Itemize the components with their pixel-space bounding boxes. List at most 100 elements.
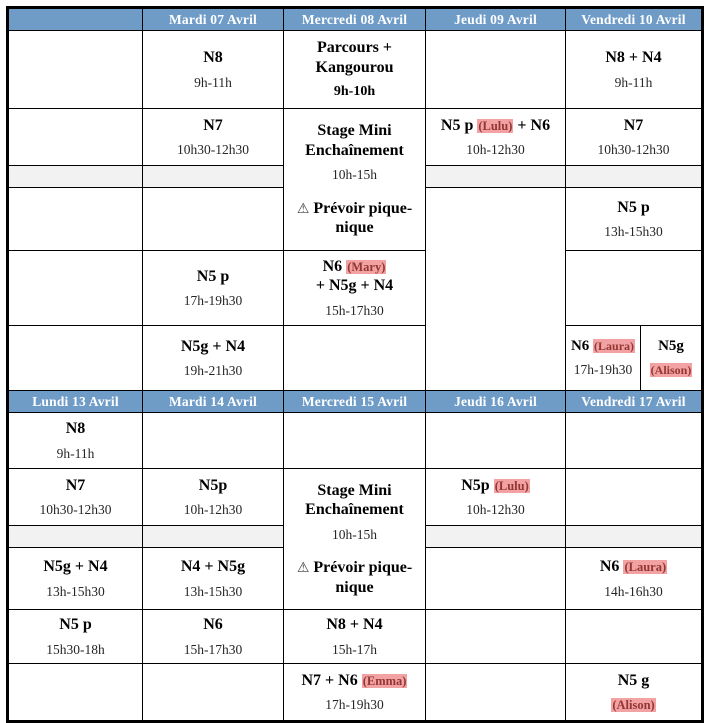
gray-separator bbox=[8, 525, 143, 548]
session-time: 10h30-12h30 bbox=[39, 502, 112, 518]
session-title: N5g + N4 bbox=[180, 337, 246, 355]
cell-mar07-n5p: N5 p 17h-19h30 bbox=[142, 250, 284, 326]
warning-label: Prévoir pique-nique bbox=[313, 199, 413, 237]
session-title: N5p bbox=[198, 476, 228, 494]
empty-cell bbox=[425, 663, 566, 721]
empty-cell bbox=[565, 609, 702, 664]
cell-mar14-n4-n5g: N4 + N5g 13h-15h30 bbox=[142, 547, 284, 610]
session-title: N5g + N4 bbox=[43, 558, 108, 576]
picnic-warning: ⚠ Prévoir pique-nique bbox=[286, 558, 423, 597]
session-coach: (Alison) bbox=[649, 362, 693, 378]
empty-cell bbox=[565, 468, 702, 526]
cell-mer08-parcours: Parcours + Kangourou 9h-10h bbox=[283, 30, 426, 109]
empty-cell bbox=[8, 187, 143, 251]
warning-icon: ⚠ bbox=[296, 560, 310, 577]
gray-separator bbox=[425, 165, 566, 188]
header-vendredi-10: Vendredi 10 Avril bbox=[565, 8, 702, 31]
session-title-line2: + N5g + N4 bbox=[315, 277, 394, 295]
empty-cell bbox=[8, 108, 143, 166]
cell-lun13-n5p: N5 p 15h30-18h bbox=[8, 609, 143, 664]
cell-ven10-n7: N7 10h30-12h30 bbox=[565, 108, 702, 166]
session-title: N5g bbox=[658, 338, 684, 355]
empty-cell bbox=[425, 30, 566, 109]
session-time: 17h-19h30 bbox=[573, 362, 633, 378]
session-time: 9h-11h bbox=[56, 445, 95, 461]
cell-mar14-n5p: N5p 10h-12h30 bbox=[142, 468, 284, 526]
gray-separator bbox=[8, 165, 143, 188]
cell-ven10-n5p: N5 p 13h-15h30 bbox=[565, 187, 702, 251]
session-time: 10h-12h30 bbox=[466, 502, 525, 518]
gray-separator bbox=[565, 525, 702, 548]
session-title: N8 + N4 bbox=[605, 49, 662, 67]
cell-mar14-n6: N6 15h-17h30 bbox=[142, 609, 284, 664]
cell-ven17-n6-laura: N6 (Laura) 14h-16h30 bbox=[565, 547, 702, 610]
coach-highlight: (Lulu) bbox=[493, 478, 530, 493]
picnic-warning: ⚠ Prévoir pique-nique bbox=[286, 199, 423, 238]
cell-mer15-n7-n6-emma: N7 + N6 (Emma) 17h-19h30 bbox=[283, 663, 426, 721]
empty-cell bbox=[425, 547, 566, 610]
session-title: N7 bbox=[65, 476, 86, 494]
header-lundi-13: Lundi 13 Avril bbox=[8, 390, 143, 413]
session-time: 13h-15h30 bbox=[604, 224, 663, 240]
cell-mar07-n5g-n4: N5g + N4 19h-21h30 bbox=[142, 325, 284, 391]
session-title: N8 + N4 bbox=[326, 616, 383, 634]
gray-separator bbox=[565, 165, 702, 188]
gray-separator bbox=[425, 525, 566, 548]
gray-separator bbox=[142, 165, 284, 188]
empty-cell bbox=[425, 609, 566, 664]
session-time: 13h-15h30 bbox=[183, 583, 243, 599]
coach-highlight: (Laura) bbox=[593, 339, 636, 354]
session-title: Parcours + Kangourou bbox=[315, 39, 394, 76]
header-jeudi-09: Jeudi 09 Avril bbox=[425, 8, 566, 31]
session-time: 9h-11h bbox=[614, 74, 653, 90]
session-title: N4 + N5g bbox=[180, 558, 246, 576]
empty-cell bbox=[565, 412, 702, 469]
session-time: 17h-19h30 bbox=[325, 697, 384, 713]
cell-lun13-n5g-n4: N5g + N4 13h-15h30 bbox=[8, 547, 143, 610]
session-time: 9h-11h bbox=[194, 74, 232, 90]
session-title: Stage Mini Enchaînement bbox=[305, 122, 404, 159]
coach-highlight: (Mary) bbox=[346, 259, 387, 274]
header-mardi-14: Mardi 14 Avril bbox=[142, 390, 284, 413]
warning-icon: ⚠ bbox=[296, 200, 310, 217]
empty-cell bbox=[8, 250, 143, 326]
header-jeudi-16: Jeudi 16 Avril bbox=[425, 390, 566, 413]
cell-mer08-n6-mary: N6 (Mary) + N5g + N4 15h-17h30 bbox=[283, 250, 426, 326]
session-title: N5 g bbox=[617, 671, 650, 689]
empty-cell bbox=[142, 187, 284, 251]
coach-highlight: (Lulu) bbox=[477, 118, 514, 133]
session-time: 15h-17h30 bbox=[325, 302, 384, 318]
cell-jeu09-n5p-lulu-n6: N5 p (Lulu) + N6 10h-12h30 bbox=[425, 108, 566, 166]
session-title: N8 bbox=[203, 49, 223, 67]
session-time: 10h-12h30 bbox=[466, 142, 525, 158]
header-vendredi-17: Vendredi 17 Avril bbox=[565, 390, 702, 413]
header-mardi-07: Mardi 07 Avril bbox=[142, 8, 284, 31]
session-title: N7 bbox=[623, 116, 644, 134]
session-title: N5 p bbox=[59, 616, 92, 634]
session-time: 10h-15h bbox=[332, 167, 377, 183]
session-title: Stage Mini Enchaînement bbox=[305, 481, 404, 519]
cell-ven17-n5g-alison: N5 g (Alison) bbox=[565, 663, 702, 721]
coach-highlight: (Laura) bbox=[623, 560, 668, 575]
session-title: N6 (Laura) bbox=[599, 558, 668, 576]
warning-label: Prévoir pique-nique bbox=[313, 559, 413, 596]
session-time: 19h-21h30 bbox=[183, 363, 243, 379]
empty-cell bbox=[425, 412, 566, 469]
header-mercredi-15: Mercredi 15 Avril bbox=[283, 390, 426, 413]
empty-cell bbox=[283, 412, 426, 469]
session-coach: (Alison) bbox=[611, 697, 656, 713]
session-time: 10h-12h30 bbox=[183, 502, 243, 518]
cell-ven10-n6-laura: N6 (Laura) 17h-19h30 bbox=[565, 325, 641, 391]
empty-cell bbox=[142, 663, 284, 721]
session-time: 9h-10h bbox=[333, 84, 376, 100]
empty-cell bbox=[283, 325, 426, 391]
cell-mar07-n8: N8 9h-11h bbox=[142, 30, 284, 109]
cell-ven10-n8-n4: N8 + N4 9h-11h bbox=[565, 30, 702, 109]
session-time: 15h30-18h bbox=[46, 641, 105, 657]
session-title: N5 p (Lulu) + N6 bbox=[440, 116, 551, 134]
session-time: 13h-15h30 bbox=[46, 583, 105, 599]
session-time: 10h30-12h30 bbox=[597, 142, 670, 158]
session-title: N7 + N6 (Emma) bbox=[301, 671, 408, 689]
coach-highlight: (Emma) bbox=[361, 673, 408, 688]
session-title: N6 bbox=[203, 616, 223, 634]
